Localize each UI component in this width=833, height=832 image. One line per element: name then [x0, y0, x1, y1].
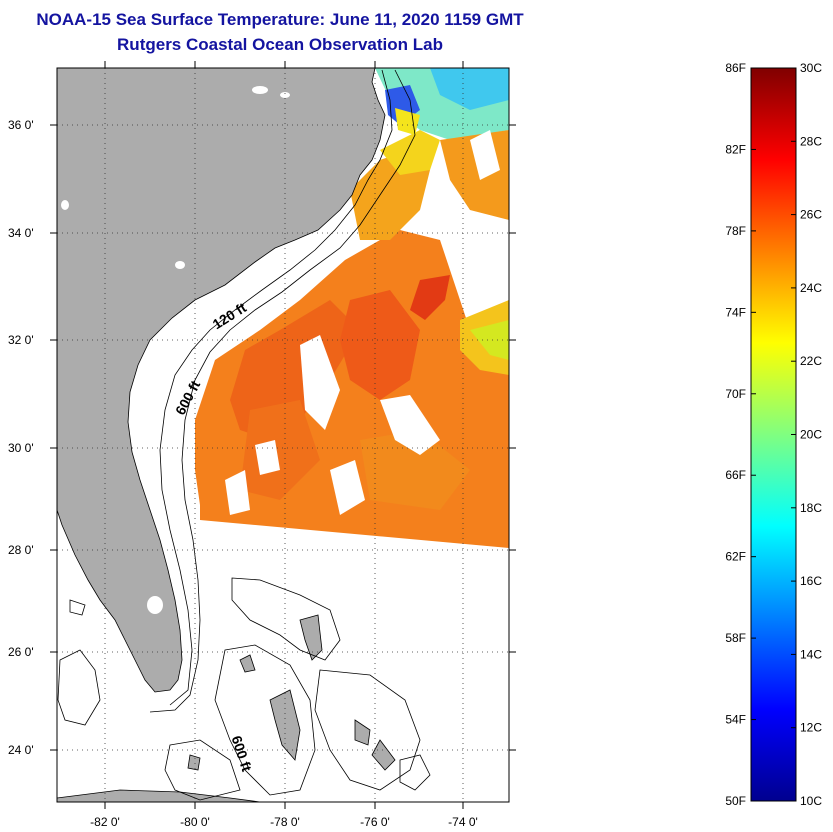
colorbar-c-label: 16C	[800, 574, 822, 588]
colorbar-f-label: 58F	[725, 631, 746, 645]
lat-label: 24 0'	[8, 743, 34, 757]
colorbar-f-label: 70F	[725, 387, 746, 401]
colorbar-c-labels: 30C 28C 26C 24C 22C 20C 18C 16C 14C 12C 10C	[800, 61, 822, 808]
colorbar-c-label: 20C	[800, 428, 822, 442]
bahamas-islands	[187, 614, 396, 771]
colorbar	[750, 67, 797, 802]
colorbar-f-label: 50F	[725, 794, 746, 808]
cuba-landmass	[57, 789, 261, 802]
colorbar-f-label: 54F	[725, 713, 746, 727]
colorbar-ticks	[751, 67, 796, 802]
colorbar-c-label: 26C	[800, 208, 822, 222]
colorbar-f-label: 82F	[725, 142, 746, 156]
colorbar-c-label: 24C	[800, 281, 822, 295]
lon-label: -76 0'	[360, 815, 390, 829]
lon-label: -80 0'	[180, 815, 210, 829]
colorbar-f-label: 78F	[725, 224, 746, 238]
colorbar-f-label: 66F	[725, 468, 746, 482]
lake-okeechobee	[147, 596, 163, 614]
colorbar-f-labels: 86F 82F 78F 74F 70F 66F 62F 58F 54F 50F	[725, 61, 746, 808]
lat-label: 26 0'	[8, 645, 34, 659]
bathymetry-contours	[57, 69, 431, 801]
lat-label: 30 0'	[8, 441, 34, 455]
lon-label: -74 0'	[448, 815, 478, 829]
lake-icon	[175, 261, 185, 269]
us-landmass	[57, 68, 386, 693]
colorbar-c-label: 12C	[800, 721, 822, 735]
lon-label: -82 0'	[90, 815, 120, 829]
lake-icon	[61, 200, 69, 210]
sst-swath	[195, 68, 509, 548]
colorbar-f-label: 86F	[725, 61, 746, 75]
lat-label: 36 0'	[8, 118, 34, 132]
axis-ticks	[50, 61, 516, 809]
colorbar-c-label: 14C	[800, 647, 822, 661]
lake-icon	[252, 86, 268, 94]
graticule	[57, 68, 509, 802]
colorbar-c-label: 28C	[800, 134, 822, 148]
colorbar-c-label: 22C	[800, 354, 822, 368]
map-frame	[56, 67, 510, 803]
colorbar-c-label: 18C	[800, 501, 822, 515]
map-subtitle: Rutgers Coastal Ocean Observation Lab	[117, 35, 443, 54]
colorbar-f-label: 74F	[725, 305, 746, 319]
lat-label: 34 0'	[8, 226, 34, 240]
colorbar-f-label: 62F	[725, 550, 746, 564]
lon-label: -78 0'	[270, 815, 300, 829]
colorbar-c-label: 30C	[800, 61, 822, 75]
lat-label: 32 0'	[8, 333, 34, 347]
lat-label: 28 0'	[8, 543, 34, 557]
map-title: NOAA-15 Sea Surface Temperature: June 11…	[36, 10, 524, 29]
colorbar-c-label: 10C	[800, 794, 822, 808]
lake-icon	[280, 92, 290, 98]
